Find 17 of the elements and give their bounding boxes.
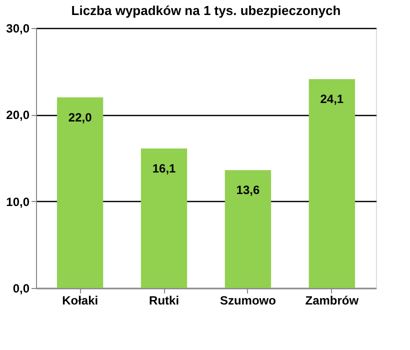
y-tick-label: 0,0: [12, 282, 30, 296]
data-label: 24,1: [320, 92, 344, 106]
y-tick-label: 10,0: [6, 194, 30, 209]
x-tick-label: Zambrów: [305, 294, 360, 308]
y-tick-label: 20,0: [6, 108, 30, 122]
x-tick-label: Rutki: [149, 294, 180, 308]
x-tick-label: Kołaki: [62, 294, 98, 308]
data-label: 16,1: [152, 161, 176, 176]
x-tick-label: Szumowo: [220, 294, 276, 308]
bar: [308, 79, 356, 288]
data-label: 13,6: [236, 183, 260, 198]
data-label: 22,0: [68, 110, 92, 124]
bar: [224, 170, 272, 288]
y-tick-label: 30,0: [6, 22, 30, 36]
bar: [56, 97, 104, 288]
chart-title: Liczba wypadków na 1 tys. ubezpieczonych: [71, 3, 341, 18]
bar: [140, 148, 188, 288]
